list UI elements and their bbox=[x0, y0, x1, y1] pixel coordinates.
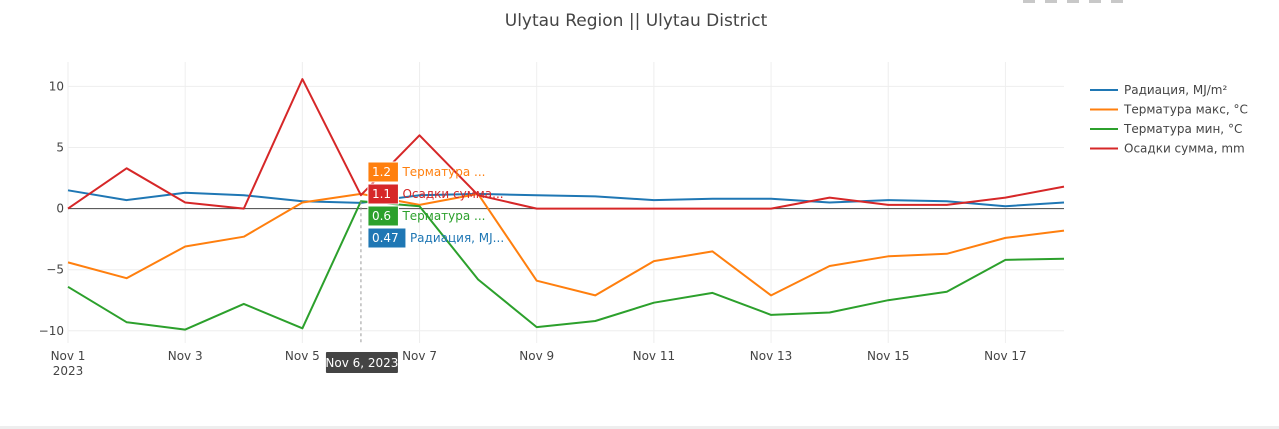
chart-title: Ulytau Region || Ulytau District bbox=[505, 11, 768, 31]
series-line-1[interactable] bbox=[67, 192, 1065, 297]
hover-label: 0.6 Терматура ... bbox=[367, 205, 486, 227]
hover-date-box bbox=[325, 352, 398, 373]
modebar-button[interactable] bbox=[1111, 0, 1123, 3]
hover-date-text: Nov 6, 2023 bbox=[325, 356, 398, 370]
x-tick-label: Nov 13 bbox=[750, 349, 793, 363]
modebar-button[interactable] bbox=[1067, 0, 1079, 3]
hover-value-box bbox=[367, 227, 407, 249]
modebar-button[interactable] bbox=[1045, 0, 1057, 3]
modebar-button[interactable] bbox=[1023, 0, 1035, 3]
legend-label: Осадки сумма, mm bbox=[1124, 142, 1245, 156]
legend-label: Терматура мин, °C bbox=[1123, 122, 1242, 136]
legend-item[interactable]: Терматура мин, °C bbox=[1090, 122, 1242, 136]
y-tick-label: 0 bbox=[56, 202, 64, 216]
x-tick-label: Nov 7 bbox=[402, 349, 437, 363]
axes: 10 5 0 −5 −10 Nov 1 Nov 3 Nov 5 Nov 7 Nov 9 Nov 11… bbox=[39, 79, 1064, 378]
legend-item[interactable]: Терматура макс, °C bbox=[1090, 103, 1248, 117]
bottom-border bbox=[0, 426, 1279, 429]
series-line-3[interactable] bbox=[67, 78, 1065, 210]
hover-value: 0.6 bbox=[372, 209, 391, 223]
hover-series-label: Осадки сумма... bbox=[402, 187, 503, 201]
hover-series-label: Радиация, MJ... bbox=[410, 231, 504, 245]
modebar-toolbar[interactable] bbox=[1023, 0, 1123, 4]
y-tick-label: −5 bbox=[46, 263, 64, 277]
hover-label: 1.2 Терматура ... bbox=[367, 161, 486, 183]
series-line-2[interactable] bbox=[67, 200, 1065, 331]
x-tick-label: Nov 1 bbox=[51, 349, 86, 363]
hover-date-label: Nov 6, 2023 bbox=[325, 352, 398, 373]
y-tick-label: 5 bbox=[56, 141, 64, 155]
modebar-button[interactable] bbox=[1089, 0, 1101, 3]
legend[interactable]: Радиация, MJ/m² Терматура макс, °C Термату… bbox=[1090, 83, 1248, 156]
hover-value-box bbox=[367, 183, 399, 205]
x-tick-year: 2023 bbox=[53, 364, 84, 378]
hover-tooltip: 1.2 Терматура ... 1.1 Осадки сумма... 0.6 Тер… bbox=[325, 161, 504, 373]
x-tick-label: Nov 5 bbox=[285, 349, 320, 363]
hover-value: 1.2 bbox=[372, 165, 391, 179]
hover-value-box bbox=[367, 161, 399, 183]
hover-value: 0.47 bbox=[372, 231, 399, 245]
series-line-0[interactable] bbox=[67, 189, 1065, 208]
hover-label: 0.47 Радиация, MJ... bbox=[367, 227, 504, 249]
legend-label: Терматура макс, °C bbox=[1123, 103, 1248, 117]
x-tick-label: Nov 15 bbox=[867, 349, 910, 363]
hover-value-box bbox=[367, 205, 399, 227]
legend-label: Радиация, MJ/m² bbox=[1124, 83, 1227, 97]
x-tick-label: Nov 3 bbox=[168, 349, 203, 363]
y-tick-label: 10 bbox=[49, 79, 64, 93]
x-tick-label: Nov 17 bbox=[984, 349, 1027, 363]
series-lines[interactable] bbox=[67, 78, 1065, 331]
hover-series-label: Терматура ... bbox=[401, 209, 485, 223]
grid bbox=[67, 62, 1064, 343]
hover-label: 1.1 Осадки сумма... bbox=[367, 183, 504, 205]
hover-series-label: Терматура ... bbox=[401, 165, 485, 179]
x-tick-label: Nov 9 bbox=[519, 349, 554, 363]
hover-value: 1.1 bbox=[372, 187, 391, 201]
x-tick-label: Nov 11 bbox=[633, 349, 676, 363]
y-tick-label: −10 bbox=[39, 324, 64, 338]
legend-item[interactable]: Радиация, MJ/m² bbox=[1090, 83, 1227, 97]
legend-item[interactable]: Осадки сумма, mm bbox=[1090, 142, 1245, 156]
